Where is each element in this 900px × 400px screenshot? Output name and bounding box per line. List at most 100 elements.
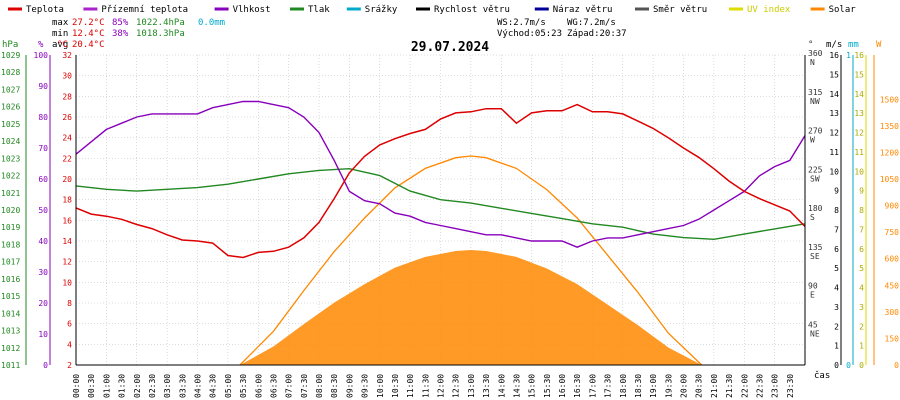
tick-uv-1: 1 — [859, 342, 864, 351]
tick-time-25: 12:30 — [452, 374, 461, 398]
tick-direction-45: 45 — [808, 320, 818, 329]
tick-percent-60: 60 — [38, 175, 48, 184]
legend-item-6: Náraz větru — [553, 5, 613, 15]
tick-time-19: 09:30 — [361, 374, 370, 398]
tick-compass-nw: NW — [810, 97, 820, 106]
tick-ms-3: 3 — [834, 303, 839, 312]
tick-ms-4: 4 — [834, 284, 839, 293]
tick-direction-180: 180 — [808, 204, 823, 213]
tick-celsius-32: 32 — [62, 51, 72, 60]
tick-hpa-1027: 1027 — [1, 85, 20, 94]
tick-time-31: 15:30 — [543, 374, 552, 398]
tick-time-45: 22:30 — [755, 374, 764, 398]
tick-solar-0: 0 — [894, 361, 899, 370]
tick-ms-8: 8 — [834, 206, 839, 215]
tick-compass-w: W — [810, 136, 815, 145]
tick-uv-13: 13 — [854, 109, 864, 118]
tick-hpa-1026: 1026 — [1, 103, 20, 112]
stat-max-label: max — [52, 18, 69, 28]
tick-time-11: 05:30 — [239, 374, 248, 398]
stat-max-temp: 27.2°C — [72, 18, 105, 28]
solar-area — [240, 250, 702, 365]
tick-time-32: 16:00 — [558, 374, 567, 398]
tick-uv-15: 15 — [854, 70, 864, 79]
tick-hpa-1013: 1013 — [1, 327, 20, 336]
tick-time-30: 15:00 — [528, 374, 537, 398]
tick-celsius-16: 16 — [62, 216, 72, 225]
tick-hpa-1019: 1019 — [1, 223, 20, 232]
axis-direction-unit: ° — [808, 40, 813, 50]
tick-uv-8: 8 — [859, 206, 864, 215]
tick-ms-0: 0 — [834, 361, 839, 370]
tick-uv-12: 12 — [854, 129, 864, 138]
tick-hpa-1014: 1014 — [1, 309, 20, 318]
tick-ms-16: 16 — [829, 51, 839, 60]
tick-celsius-10: 10 — [62, 278, 72, 287]
legend-item-9: Solar — [829, 5, 857, 15]
tick-celsius-14: 14 — [62, 237, 72, 246]
tick-time-39: 19:30 — [664, 374, 673, 398]
tick-uv-3: 3 — [859, 303, 864, 312]
tick-ms-14: 14 — [829, 90, 839, 99]
axis-hpa-unit: hPa — [2, 40, 18, 50]
tick-ms-1: 1 — [834, 342, 839, 351]
tick-time-29: 14:30 — [512, 374, 521, 398]
tick-hpa-1025: 1025 — [1, 120, 20, 129]
legend-item-0: Teplota — [26, 5, 64, 15]
tick-time-2: 01:00 — [102, 374, 111, 398]
tick-ms-5: 5 — [834, 264, 839, 273]
tick-direction-90: 90 — [808, 282, 818, 291]
tick-percent-90: 90 — [38, 82, 48, 91]
tick-uv-7: 7 — [859, 225, 864, 234]
tick-direction-135: 135 — [808, 243, 823, 252]
tick-celsius-20: 20 — [62, 175, 72, 184]
tick-solar-600: 600 — [885, 255, 900, 264]
tick-compass-n: N — [810, 58, 815, 67]
tick-celsius-8: 8 — [67, 299, 72, 308]
tick-solar-1050: 1050 — [880, 175, 899, 184]
tick-ms-9: 9 — [834, 187, 839, 196]
legend-item-7: Směr větru — [653, 5, 707, 15]
tick-time-43: 21:30 — [725, 374, 734, 398]
tick-hpa-1029: 1029 — [1, 51, 20, 60]
tick-uv-9: 9 — [859, 187, 864, 196]
tick-time-28: 14:00 — [497, 374, 506, 398]
tick-uv-11: 11 — [854, 148, 864, 157]
legend-item-1: Přízemní teplota — [101, 5, 188, 15]
tick-time-38: 19:00 — [649, 374, 658, 398]
stat-max-hum: 85% — [112, 18, 129, 28]
pressure-line — [75, 167, 806, 241]
legend-item-5: Rychlost větru — [434, 5, 510, 15]
tick-direction-315: 315 — [808, 88, 823, 97]
tick-time-6: 03:00 — [163, 374, 172, 398]
tick-time-44: 22:00 — [740, 374, 749, 398]
tick-time-20: 10:00 — [376, 374, 385, 398]
tick-compass-ne: NE — [810, 329, 820, 338]
tick-solar-150: 150 — [885, 334, 900, 343]
tick-time-18: 09:00 — [345, 374, 354, 398]
tick-percent-20: 20 — [38, 299, 48, 308]
stat-min-hum: 38% — [112, 29, 129, 39]
axis-time-label: čas — [814, 370, 830, 381]
tick-ms-10: 10 — [829, 167, 839, 176]
tick-time-9: 04:30 — [209, 374, 218, 398]
tick-compass-sw: SW — [810, 174, 820, 183]
tick-hpa-1021: 1021 — [1, 189, 20, 198]
tick-ms-15: 15 — [829, 70, 839, 79]
tick-percent-0: 0 — [43, 361, 48, 370]
tick-uv-6: 6 — [859, 245, 864, 254]
stat-max-press: 1022.4hPa — [136, 18, 185, 28]
tick-solar-900: 900 — [885, 202, 900, 211]
stat-avg-label: avg — [52, 40, 68, 50]
tick-percent-30: 30 — [38, 268, 48, 277]
legend-item-8: UV index — [747, 5, 791, 15]
humidity-line — [75, 100, 806, 248]
tick-direction-360: 360 — [808, 49, 823, 58]
legend-item-3: Tlak — [308, 5, 330, 15]
tick-time-40: 20:00 — [680, 374, 689, 398]
tick-percent-50: 50 — [38, 206, 48, 215]
tick-time-24: 12:00 — [437, 374, 446, 398]
stat-sunset: Západ:20:37 — [567, 29, 627, 39]
